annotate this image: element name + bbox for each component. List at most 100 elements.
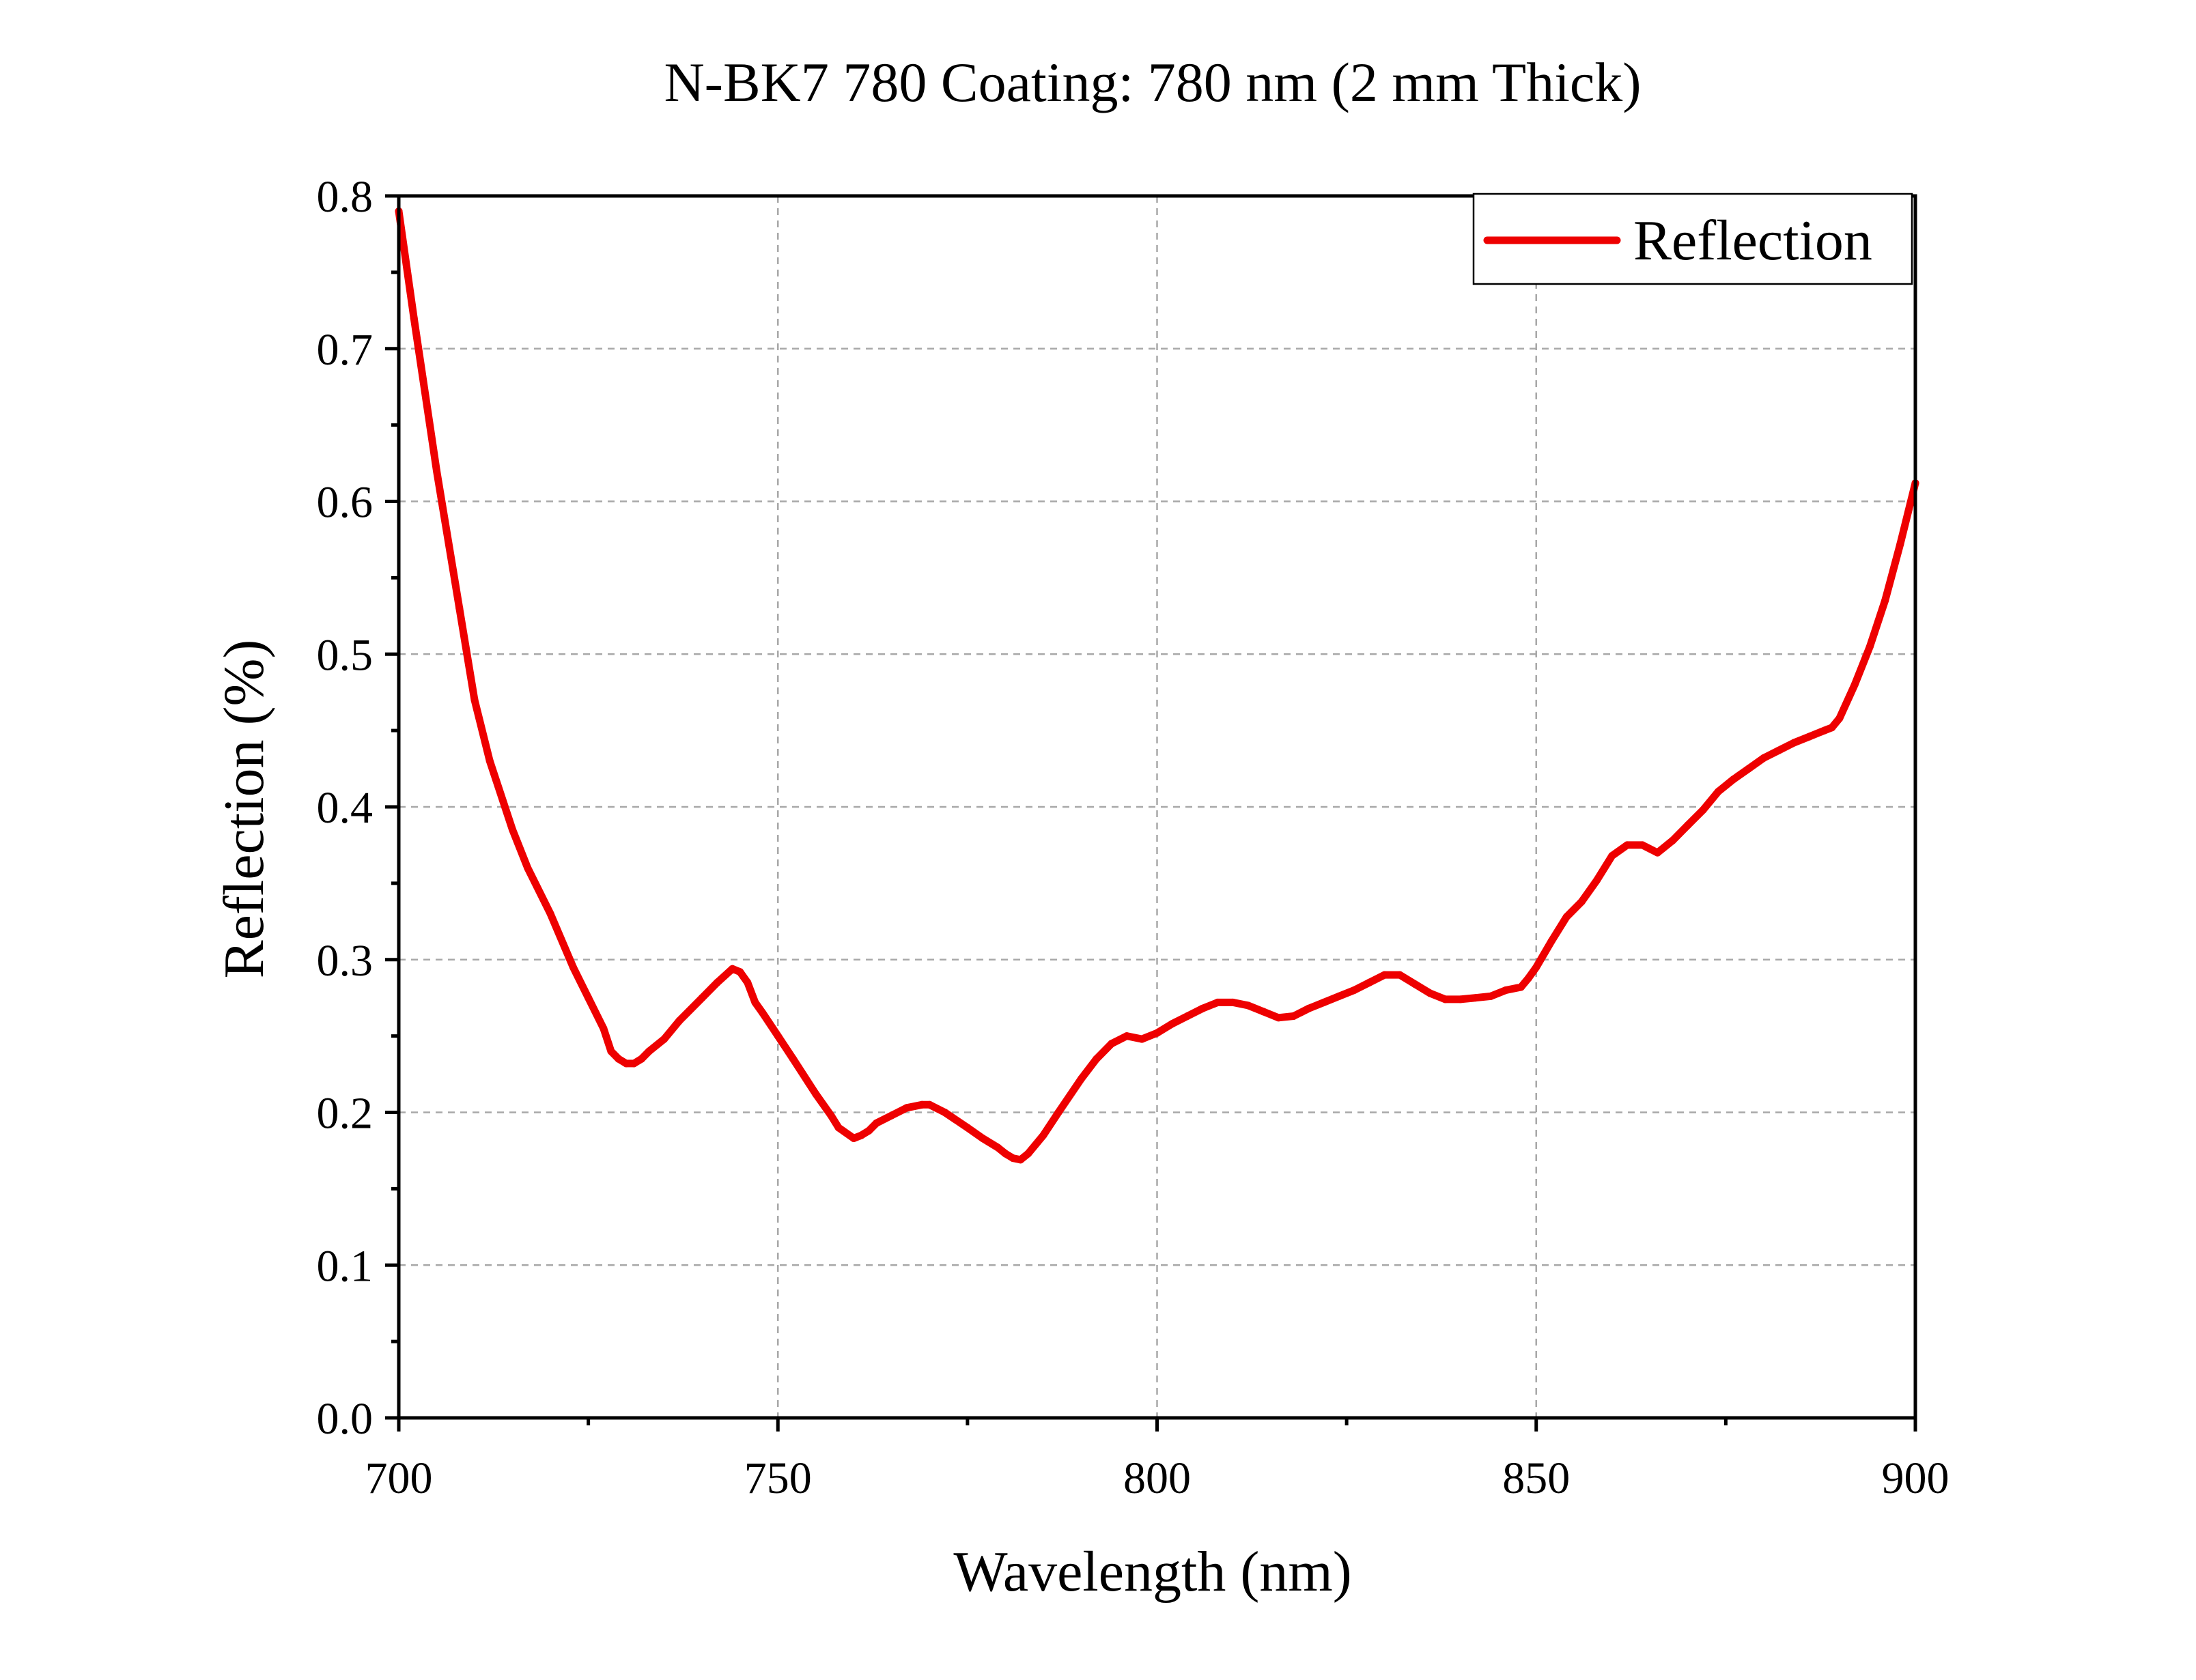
data-point (1487, 992, 1495, 1000)
data-point (1381, 971, 1389, 979)
legend: Reflection (1472, 193, 1913, 285)
data-point (729, 965, 737, 973)
data-point (1198, 1004, 1207, 1012)
data-point (1745, 765, 1753, 773)
data-point (1638, 841, 1646, 849)
data-point (1441, 995, 1449, 1003)
data-point (1593, 876, 1601, 884)
y-tick-label: 0.3 (317, 936, 374, 986)
data-point (751, 998, 759, 1006)
data-point (1577, 898, 1586, 906)
y-axis-title: Reflection (%) (212, 640, 276, 979)
data-point (1274, 1014, 1282, 1022)
y-tick-label: 0.7 (317, 325, 374, 375)
y-tick-label: 0.0 (317, 1394, 374, 1444)
data-point (433, 467, 440, 475)
y-tick-label: 0.5 (317, 630, 374, 680)
data-point (994, 1143, 1002, 1152)
data-point (1001, 1150, 1009, 1158)
legend-label-reflection: Reflection (1633, 209, 1872, 272)
data-point (1168, 1020, 1177, 1028)
x-tick-label: 700 (365, 1453, 433, 1503)
y-tick-label: 0.4 (317, 783, 374, 833)
data-point (1517, 983, 1525, 991)
x-axis-title: Wavelength (nm) (953, 1540, 1351, 1604)
plot-frame (397, 194, 1917, 1420)
y-tick-label: 0.2 (317, 1089, 374, 1139)
data-point (1472, 994, 1480, 1002)
data-point (1229, 998, 1237, 1006)
data-point (1153, 1029, 1161, 1037)
data-point (873, 1119, 881, 1127)
data-point (455, 604, 464, 612)
data-point (1456, 995, 1465, 1003)
data-point (1039, 1131, 1047, 1139)
y-tick-label: 0.6 (317, 478, 374, 528)
data-point (600, 1024, 608, 1032)
data-point (1820, 726, 1829, 735)
data-point (1108, 1040, 1116, 1048)
data-point (812, 1090, 820, 1098)
data-point (1881, 597, 1889, 605)
data-point (759, 1009, 767, 1017)
data-point (736, 968, 744, 976)
data-point (1289, 1012, 1297, 1020)
data-point (410, 314, 418, 322)
data-point (941, 1109, 949, 1116)
data-point (1730, 775, 1737, 784)
data-point (1714, 788, 1722, 796)
x-tick-label: 850 (1502, 1453, 1570, 1503)
data-point (509, 826, 517, 834)
data-point (827, 1111, 835, 1120)
x-tick-label: 800 (1123, 1453, 1191, 1503)
grid-layer (399, 196, 1915, 1418)
data-point (615, 1055, 623, 1063)
data-point (713, 978, 721, 986)
data-point (903, 1104, 911, 1112)
data-point (1411, 980, 1419, 988)
data-point (888, 1111, 896, 1120)
data-point (1396, 971, 1404, 979)
data-point (1213, 998, 1222, 1006)
x-tick-label: 900 (1882, 1453, 1949, 1503)
series-layer (395, 207, 1919, 1164)
data-point (607, 1047, 615, 1055)
data-point (645, 1047, 653, 1055)
chart-title: N-BK7 780 Coating: 780 nm (2 mm Thick) (664, 51, 1641, 113)
data-point (1835, 714, 1844, 722)
data-point (963, 1124, 972, 1132)
data-point (1320, 998, 1328, 1006)
data-point (1259, 1008, 1267, 1016)
data-point (630, 1059, 638, 1068)
data-point (1009, 1154, 1017, 1163)
data-point (1426, 989, 1434, 997)
data-point (1608, 852, 1616, 860)
data-point (660, 1035, 668, 1043)
data-point (1123, 1032, 1131, 1040)
data-point (857, 1131, 865, 1139)
data-point (485, 757, 494, 765)
x-tick-label: 750 (744, 1453, 812, 1503)
data-point (1699, 806, 1707, 814)
data-point (1623, 841, 1631, 849)
y-tick-label: 0.8 (317, 172, 374, 222)
data-point (849, 1135, 858, 1142)
data-point (1017, 1156, 1025, 1164)
data-point (546, 910, 554, 918)
data-point (1896, 540, 1904, 548)
data-point (1350, 986, 1358, 994)
data-point (918, 1100, 926, 1109)
data-point (1525, 974, 1533, 982)
data-point (1684, 821, 1692, 829)
data-point (1024, 1150, 1032, 1158)
data-point (865, 1126, 873, 1135)
data-point (1138, 1035, 1146, 1043)
data-point (569, 963, 577, 971)
data-point (1054, 1109, 1062, 1116)
data-point (1502, 986, 1510, 994)
data-point (1760, 754, 1768, 762)
data-point (1866, 642, 1874, 651)
data-point (622, 1059, 630, 1068)
data-point (789, 1055, 797, 1063)
data-point (1669, 836, 1677, 844)
